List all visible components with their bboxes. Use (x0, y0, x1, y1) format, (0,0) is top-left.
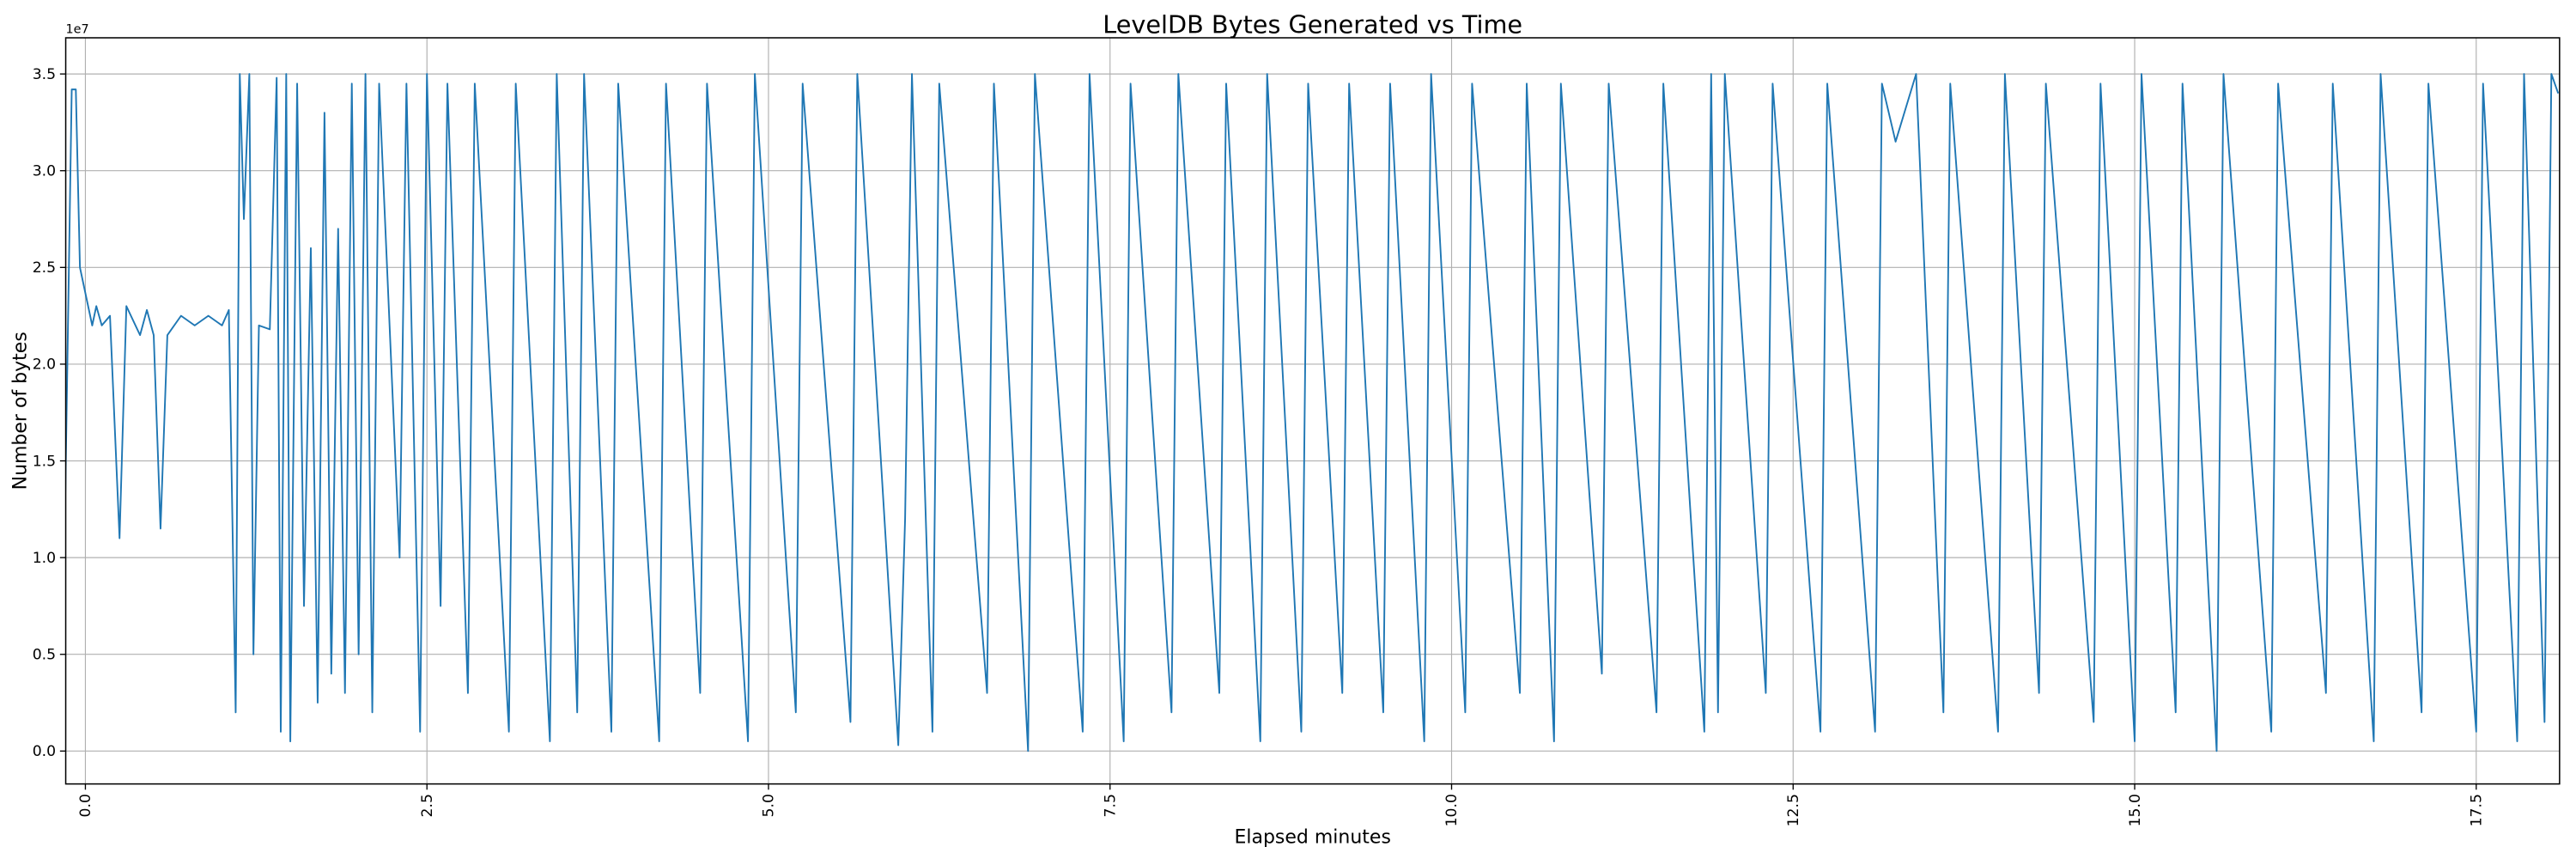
y-tick-label: 1.5 (33, 453, 56, 470)
y-offset-label: 1e7 (66, 22, 89, 36)
chart-title: LevelDB Bytes Generated vs Time (1103, 9, 1522, 39)
y-tick-label: 0.0 (33, 743, 56, 760)
y-tick-label: 3.0 (33, 162, 56, 180)
x-tick-label: 17.5 (2469, 794, 2486, 826)
y-tick-label: 0.5 (33, 646, 56, 663)
x-tick-label: 15.0 (2127, 794, 2144, 826)
x-axis-label: Elapsed minutes (1234, 826, 1390, 848)
x-tick-label: 0.0 (77, 794, 94, 817)
y-tick-label: 2.5 (33, 259, 56, 277)
x-tick-label: 12.5 (1785, 794, 1802, 826)
y-tick-label: 2.0 (33, 356, 56, 374)
plot-frame (64, 37, 2561, 785)
y-axis-label: Number of bytes (10, 332, 32, 490)
x-tick-label: 10.0 (1443, 794, 1461, 826)
x-tick-label: 5.0 (761, 794, 778, 817)
x-tick-label: 7.5 (1102, 794, 1119, 817)
y-tick-label: 1.0 (33, 550, 56, 567)
x-tick-label: 2.5 (419, 794, 436, 817)
data-line (65, 73, 2560, 752)
y-tick-label: 3.5 (33, 66, 56, 83)
